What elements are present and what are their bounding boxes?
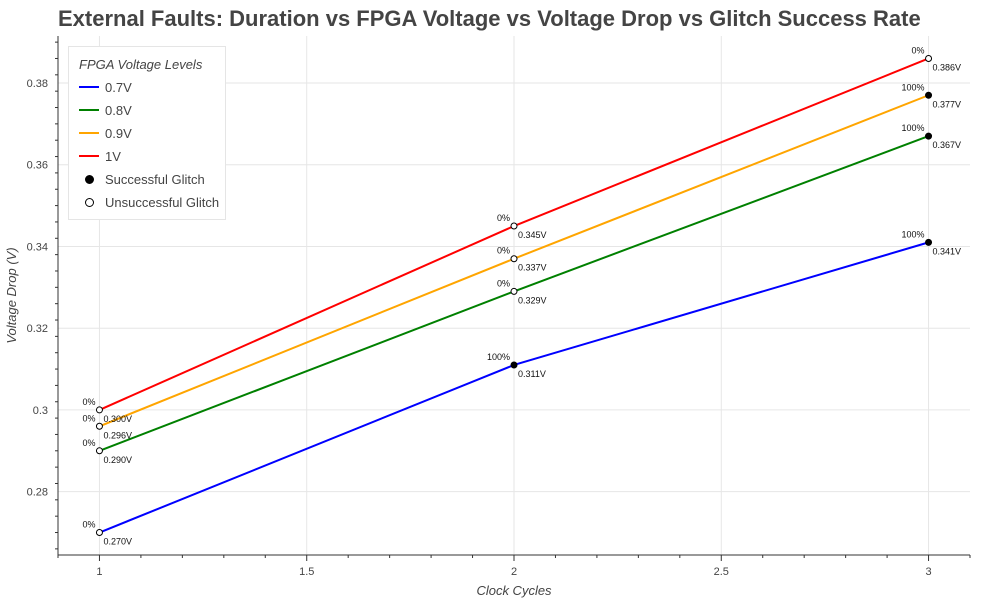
legend-item: 0.9V [79,123,132,143]
value-label: 0.345V [518,230,547,240]
unsuccessful-glitch-point [95,447,103,455]
value-label: 0.300V [103,414,132,424]
legend-swatch [79,109,99,111]
legend-marker-icon [79,192,99,212]
unsuccessful-glitch-point [95,529,103,537]
y-axis-title: Voltage Drop (V) [4,247,19,343]
x-tick-label: 1 [96,566,102,578]
legend-swatch [79,132,99,134]
unsuccessful-glitch-point [925,54,933,62]
success-rate-label: 0% [82,397,95,407]
success-rate-label: 100% [902,229,925,239]
success-rate-label: 0% [497,213,510,223]
data-points [95,54,933,537]
value-label: 0.337V [518,263,547,273]
unsuccessful-glitch-point [510,222,518,230]
value-label: 0.290V [103,455,132,465]
y-tick-label: 0.34 [27,241,48,253]
chart-title: External Faults: Duration vs FPGA Voltag… [58,6,921,31]
legend-item: 1V [79,146,121,166]
value-label: 0.311V [518,369,546,379]
legend-item: 0.8V [79,100,132,120]
value-label: 0.367V [933,140,962,150]
legend-label: 0.9V [105,125,132,141]
unsuccessful-glitch-point [510,287,518,295]
success-rate-label: 0% [497,278,510,288]
value-label: 0.341V [933,246,962,256]
legend-label: Unsuccessful Glitch [105,194,220,210]
legend-title: FPGA Voltage Levels [79,57,203,72]
x-tick-label: 2.5 [714,566,729,578]
success-rate-label: 0% [497,246,510,256]
unsuccessful-glitch-point [510,255,518,263]
legend-swatch [79,86,99,88]
success-rate-label: 0% [82,413,95,423]
legend-item: 0.7V [79,77,132,97]
y-tick-label: 0.36 [27,160,48,172]
success-rate-label: 0% [912,45,925,55]
successful-glitch-point [925,132,933,140]
success-rate-label: 0% [82,520,95,530]
axes: 1 1.5 2 2.5 3 0.28 0.3 0.32 0.34 0.36 0.38 [27,36,971,578]
value-label: 0.329V [518,295,547,305]
legend-label: 0.7V [105,79,132,95]
legend-swatch [79,155,99,157]
successful-glitch-point [510,361,518,369]
unsuccessful-glitch-point [95,406,103,414]
x-axis-title: Clock Cycles [476,583,552,598]
x-tick-label: 3 [925,566,931,578]
unsuccessful-glitch-point [95,422,103,430]
success-rate-label: 0% [82,438,95,448]
legend-label: Successful Glitch [105,171,205,187]
legend-item: Successful Glitch [79,169,205,189]
value-label: 0.386V [933,62,962,72]
legend-label: 1V [105,148,121,164]
grid-lines [58,36,970,555]
legend: FPGA Voltage Levels 0.7V 0.8V 0.9V 1V Succes… [68,46,226,220]
successful-glitch-point [925,91,933,99]
legend-label: 0.8V [105,102,132,118]
value-label: 0.296V [103,430,132,440]
y-tick-label: 0.38 [27,78,48,90]
y-tick-label: 0.28 [27,487,48,499]
legend-item: Unsuccessful Glitch [79,192,219,212]
y-tick-label: 0.3 [33,405,48,417]
success-rate-label: 100% [487,352,510,362]
x-tick-label: 2 [511,566,517,578]
success-rate-label: 100% [902,82,925,92]
value-label: 0.377V [933,99,962,109]
x-tick-label: 1.5 [299,566,314,578]
legend-marker-icon [79,169,99,189]
point-labels: 0.270V 0% 0.311V 100% 0.341V 100% 0.290V 0% 0.32… [82,45,961,546]
y-tick-label: 0.32 [27,323,48,335]
success-rate-label: 100% [902,123,925,133]
value-label: 0.270V [103,537,132,547]
successful-glitch-point [925,238,933,246]
